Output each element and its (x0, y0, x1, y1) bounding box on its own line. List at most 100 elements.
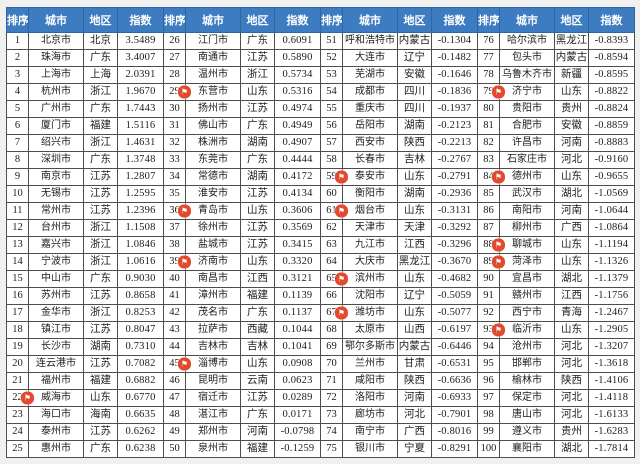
rank-cell: 63 (320, 236, 343, 254)
city-label: 贵阳市 (512, 103, 542, 114)
index-header: 指数 (117, 7, 164, 33)
rank-cell: 48 (163, 406, 186, 424)
city-cell: 贵阳市 (499, 100, 555, 118)
city-label: 株洲市 (198, 137, 228, 148)
city-cell: 常州市 (28, 202, 84, 220)
city-label: 西安市 (355, 137, 385, 148)
rank-cell: 82 (477, 134, 500, 152)
rank-cell: 40 (163, 270, 186, 288)
table-row: 15 中山市 广东 0.9030 40 南昌市 江西 0.3121 65 ⚑ 滨州市 山东 -0.468… (6, 270, 635, 288)
city-cell: 衡阳市 (342, 185, 398, 203)
city-label: 广州市 (41, 103, 71, 114)
region-cell: 江苏 (83, 168, 118, 186)
city-cell: 天津市 (342, 219, 398, 237)
city-cell: ⚑ 菏泽市 (492, 253, 555, 271)
city-label: 哈尔滨市 (507, 35, 547, 46)
city-label: 南昌市 (198, 273, 228, 284)
city-cell: 长春市 (342, 151, 398, 169)
index-cell: -0.4682 (431, 270, 478, 288)
city-label: 连云港市 (36, 358, 76, 369)
city-label: 银川市 (355, 443, 385, 454)
table-row: 19 长沙市 湖南 0.7310 44 吉林市 吉林 0.1041 69 鄂尔多斯市 内蒙古 -0.6… (6, 338, 635, 356)
city-label: 滨州市 (355, 273, 385, 284)
region-cell: 山东 (397, 304, 432, 322)
region-cell: 湖北 (554, 270, 589, 288)
city-label: 烟台市 (355, 205, 385, 216)
city-label: 杭州市 (41, 86, 71, 97)
index-cell: 0.6882 (117, 372, 164, 390)
rank-cell: 1 (6, 32, 29, 50)
region-cell: 湖南 (397, 185, 432, 203)
city-label: 济宁市 (512, 86, 542, 97)
rank-cell: 34 (163, 168, 186, 186)
rank-cell: 9 (6, 168, 29, 186)
city-label: 南京市 (41, 171, 71, 182)
index-cell: 1.2396 (117, 202, 164, 220)
region-cell: 江西 (397, 236, 432, 254)
city-label: 合肥市 (512, 120, 542, 131)
index-cell: 1.4631 (117, 134, 164, 152)
city-cell: 南通市 (185, 49, 241, 67)
index-cell: 0.4949 (274, 117, 321, 135)
index-cell: 0.6238 (117, 440, 164, 458)
city-cell: 芜湖市 (342, 66, 398, 84)
region-cell: 江苏 (83, 185, 118, 203)
city-label: 襄阳市 (512, 443, 542, 454)
city-label: 石家庄市 (507, 154, 547, 165)
city-cell: 连云港市 (28, 355, 84, 373)
city-cell: 重庆市 (342, 100, 398, 118)
city-cell: 嘉兴市 (28, 236, 84, 254)
rank-cell: 98 (477, 406, 500, 424)
city-label: 中山市 (41, 273, 71, 284)
index-cell: -0.6933 (431, 389, 478, 407)
city-header: 城市 (28, 7, 84, 33)
region-cell: 新疆 (554, 66, 589, 84)
index-cell: -0.5077 (431, 304, 478, 322)
region-cell: 江苏 (83, 355, 118, 373)
table-row: 1 北京市 北京 3.5489 26 江门市 广东 0.6091 51 呼和浩特市 内蒙古 -0.13… (6, 32, 635, 50)
city-cell: 洛阳市 (342, 389, 398, 407)
region-cell: 广东 (240, 304, 275, 322)
city-label: 青岛市 (198, 205, 228, 216)
rank-cell: 30 (163, 100, 186, 118)
region-cell: 广东 (240, 151, 275, 169)
index-cell: -0.6446 (431, 338, 478, 356)
city-label: 昆明市 (198, 375, 228, 386)
city-label: 湛江市 (198, 409, 228, 420)
region-cell: 北京 (83, 32, 118, 50)
index-cell: -0.8859 (588, 117, 635, 135)
city-header: 城市 (185, 7, 241, 33)
city-cell: 沧州市 (499, 338, 555, 356)
rank-cell: 25 (6, 440, 29, 458)
region-cell: 山东 (554, 83, 589, 101)
region-cell: 四川 (397, 100, 432, 118)
city-cell: 榆林市 (499, 372, 555, 390)
city-cell: 杭州市 (28, 83, 84, 101)
index-cell: 0.1137 (274, 304, 321, 322)
region-cell: 浙江 (83, 219, 118, 237)
index-cell: -1.1194 (588, 236, 635, 254)
index-cell: 1.3748 (117, 151, 164, 169)
index-cell: -0.2791 (431, 168, 478, 186)
rank-cell: 78 (477, 66, 500, 84)
rank-cell: 18 (6, 321, 29, 339)
region-cell: 浙江 (83, 236, 118, 254)
region-cell: 江苏 (240, 389, 275, 407)
region-cell: 安徽 (397, 66, 432, 84)
region-cell: 河南 (554, 134, 589, 152)
index-cell: -0.1646 (431, 66, 478, 84)
rank-cell: 28 (163, 66, 186, 84)
city-label: 咸阳市 (355, 375, 385, 386)
city-label: 厦门市 (41, 120, 71, 131)
table-row: 17 金华市 浙江 0.8253 42 茂名市 广东 0.1137 67 ⚑ 潍坊市 山东 -0.507… (6, 304, 635, 322)
table-row: 21 福州市 福建 0.6882 46 昆明市 云南 0.0623 71 咸阳市 陕西 -0.6636… (6, 372, 635, 390)
index-cell: 0.5316 (274, 83, 321, 101)
city-label: 温州市 (198, 69, 228, 80)
index-cell: -0.6197 (431, 321, 478, 339)
rank-cell: 68 (320, 321, 343, 339)
table-row: 24 泰州市 江苏 0.6262 49 郑州市 河南 -0.0798 74 南宁市 广西 -0.801… (6, 423, 635, 441)
region-cell: 山东 (397, 168, 432, 186)
city-label: 惠州市 (41, 443, 71, 454)
city-label: 长春市 (355, 154, 385, 165)
